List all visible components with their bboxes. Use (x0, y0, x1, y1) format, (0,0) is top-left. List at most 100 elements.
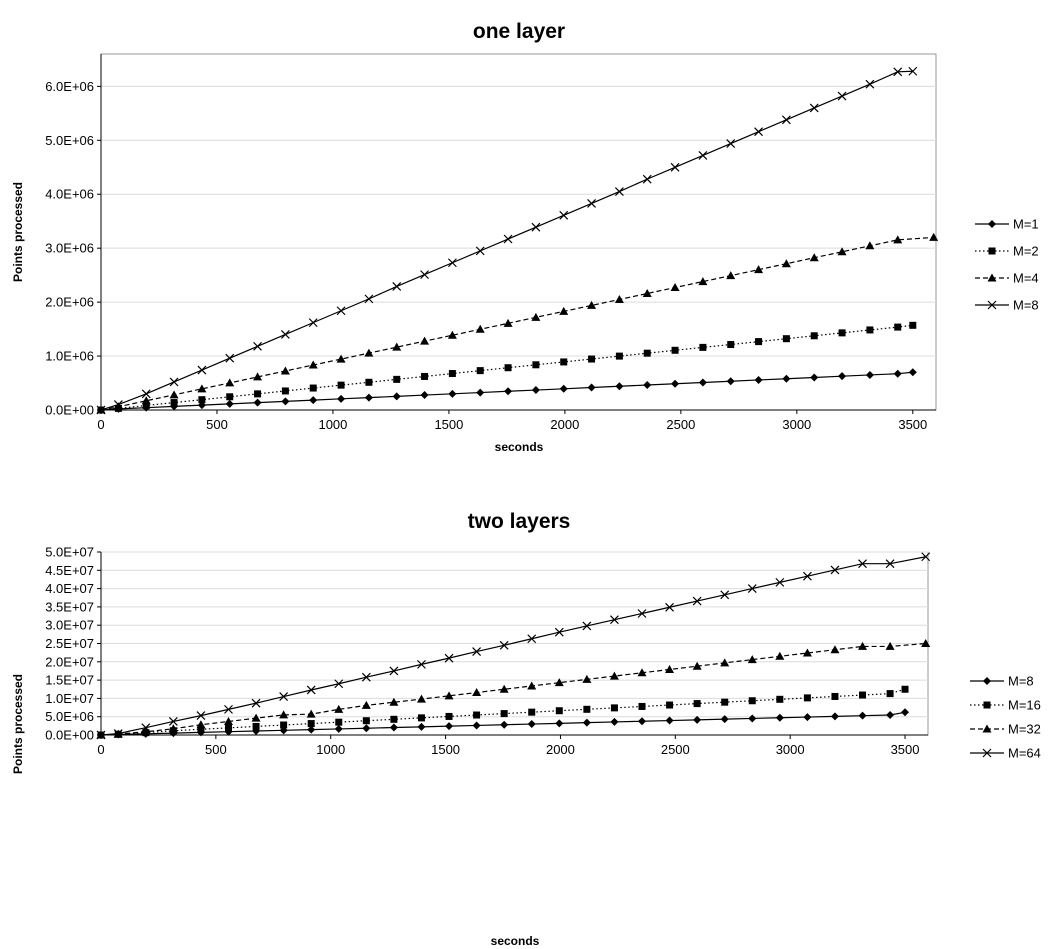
data-point (472, 647, 482, 656)
data-point (908, 368, 917, 377)
data-point (141, 723, 151, 733)
data-point (113, 402, 123, 411)
data-point (615, 382, 624, 391)
data-point (865, 370, 874, 379)
data-point (445, 722, 454, 731)
data-point (503, 234, 513, 244)
data-point (886, 710, 895, 719)
data-point (810, 332, 818, 340)
data-point (809, 103, 819, 113)
data-point (362, 717, 370, 725)
data-point (96, 730, 106, 740)
data-point (555, 719, 564, 728)
data-point (893, 67, 903, 77)
data-point (337, 394, 346, 403)
data-point (754, 375, 763, 384)
data-point (475, 324, 485, 333)
data-point (113, 400, 123, 410)
data-point (504, 364, 512, 372)
data-point (837, 247, 847, 256)
y-axis-label: Points processed (11, 182, 25, 282)
data-point (527, 681, 537, 690)
data-point (251, 713, 261, 722)
data-point (280, 721, 288, 729)
data-point (531, 386, 540, 395)
data-point (280, 366, 290, 375)
data-point (417, 659, 426, 669)
data-point (858, 641, 868, 650)
data-point (901, 708, 910, 717)
data-point (865, 79, 875, 89)
data-point (921, 552, 931, 562)
data-point (642, 174, 652, 184)
legend-item: M=2 (975, 244, 1039, 259)
x-tick-label: 2000 (550, 417, 579, 432)
data-point (473, 711, 481, 719)
data-point (830, 565, 840, 575)
gridlines (100, 54, 936, 411)
series-m-64 (96, 552, 931, 740)
x-tick-label: 1500 (431, 742, 460, 757)
data-point (754, 265, 764, 274)
y-tick-label: 1.5E+07 (45, 673, 94, 688)
data-point (775, 577, 785, 587)
y-tick-label: 4.5E+07 (45, 563, 94, 578)
y-tick-label: 3.5E+07 (45, 599, 94, 614)
data-point (306, 685, 316, 695)
series-line (100, 642, 926, 736)
y-tick-label: 2.5E+07 (45, 636, 94, 651)
data-point (420, 336, 430, 345)
data-point (169, 377, 179, 387)
data-point (169, 390, 179, 399)
data-point (893, 235, 903, 244)
data-point (582, 674, 592, 683)
data-point (588, 355, 596, 363)
data-point (141, 396, 151, 405)
y-tick-label: 0.0E+00 (45, 728, 94, 743)
data-point (196, 720, 206, 729)
data-point (308, 318, 318, 328)
data-point (198, 396, 206, 404)
data-point (252, 722, 260, 730)
data-point (670, 162, 680, 172)
series-group (96, 552, 931, 740)
data-point (782, 374, 791, 383)
data-point (448, 370, 456, 378)
data-point (309, 384, 317, 392)
data-point (113, 729, 123, 738)
data-point (170, 399, 178, 407)
y-tick-label: 4.0E+07 (45, 581, 94, 596)
data-point (699, 343, 707, 351)
data-point (893, 369, 902, 378)
data-point (755, 338, 763, 346)
data-point (251, 698, 261, 708)
legend-label: M=2 (1013, 244, 1039, 259)
data-point (225, 399, 234, 408)
data-point (253, 398, 262, 407)
legend-marker (982, 748, 992, 758)
legend-item: M=1 (975, 217, 1039, 232)
data-point (693, 715, 702, 724)
chart-one-layer: one layer 0.0E+00 1.0E+06 2.0E+06 3.0E+06 4.… (11, 20, 1039, 454)
data-point (499, 684, 509, 693)
data-point (420, 270, 429, 280)
data-point (637, 717, 646, 726)
legend-marker (982, 724, 992, 733)
data-point (448, 389, 457, 398)
data-point (614, 294, 624, 303)
data-point (224, 724, 232, 732)
data-point (560, 358, 568, 366)
data-point (307, 720, 315, 728)
data-point (445, 712, 453, 720)
data-point (279, 710, 289, 719)
x-tick-label: 1000 (318, 417, 347, 432)
data-point (637, 609, 647, 618)
data-point (587, 300, 597, 309)
y-tick-label: 5.0E+07 (45, 545, 94, 560)
y-tick-label: 1.0E+07 (45, 691, 94, 706)
data-point (830, 645, 840, 654)
data-point (500, 720, 509, 729)
y-tick-label: 1.0E+06 (45, 349, 94, 364)
data-point (476, 388, 485, 397)
data-point (389, 723, 398, 732)
